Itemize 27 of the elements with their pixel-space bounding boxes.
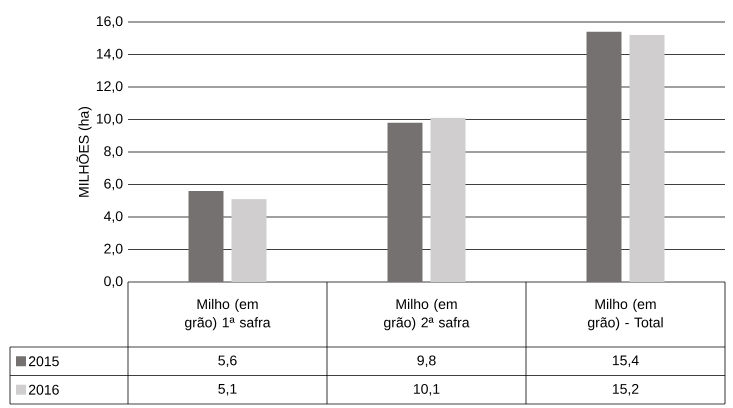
x-tick-label: Milho (em grão) - Total xyxy=(588,298,663,330)
y-tick-label: 4,0 xyxy=(104,211,123,223)
y-tick-label: 6,0 xyxy=(104,178,123,190)
legend-label: 2016 xyxy=(28,384,59,395)
x-tick-label: Milho (em grão) 2ª safra xyxy=(384,298,470,330)
legend-label: 2015 xyxy=(28,356,59,366)
data-label: 5,6 xyxy=(218,355,237,368)
data-label: 15,4 xyxy=(612,356,639,367)
bar xyxy=(188,191,224,282)
bar xyxy=(630,35,664,282)
data-label: 9,8 xyxy=(417,355,436,368)
bar xyxy=(586,32,622,282)
data-label: 15,2 xyxy=(612,384,638,396)
y-axis-title: MILHÕES (ha) xyxy=(76,106,92,197)
y-tick-label: 2,0 xyxy=(104,244,123,256)
bar xyxy=(430,118,466,282)
data-label: 5,1 xyxy=(218,384,237,396)
y-tick-label: 0,0 xyxy=(104,276,123,288)
bar xyxy=(387,122,422,282)
y-tick-label: 10,0 xyxy=(96,114,123,126)
y-tick-label: 8,0 xyxy=(104,146,123,158)
y-tick-label: 14,0 xyxy=(96,48,123,60)
y-tick-label: 12,0 xyxy=(96,81,123,93)
data-label: 10,1 xyxy=(414,384,440,396)
y-tick-label: 16,0 xyxy=(96,16,123,28)
x-tick-label: Milho (em grão) 1ª safra xyxy=(185,298,271,330)
bar xyxy=(232,199,266,282)
